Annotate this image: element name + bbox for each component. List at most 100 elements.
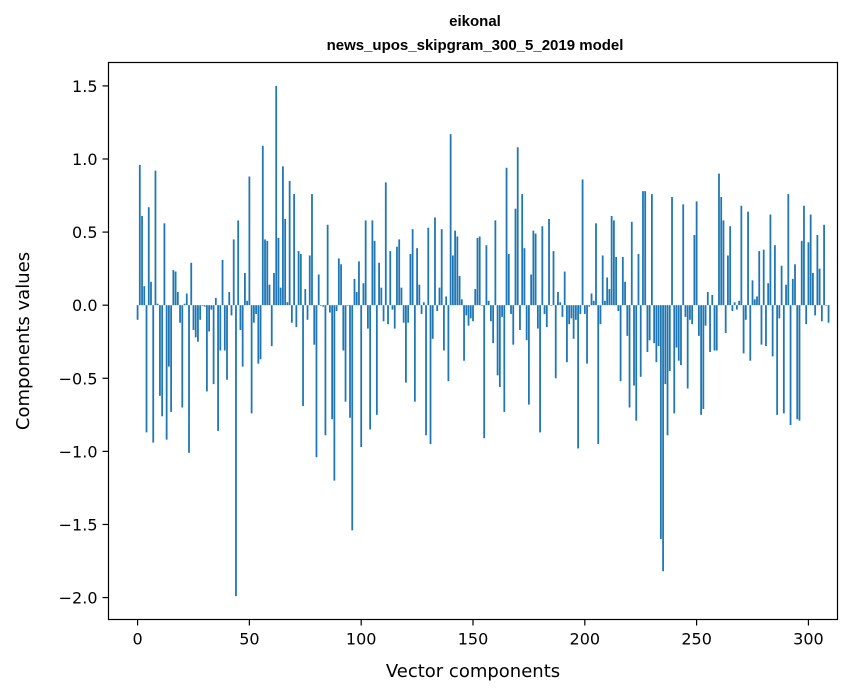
bar-73	[299, 254, 302, 306]
bar-221	[630, 221, 633, 306]
bar-178	[534, 233, 537, 306]
bar-200	[583, 305, 586, 314]
bar-144	[458, 275, 461, 306]
bar-2	[141, 216, 143, 306]
bar-116	[396, 246, 398, 306]
bar-271	[742, 305, 745, 354]
bar-150	[472, 305, 474, 322]
bar-30	[203, 305, 206, 307]
bar-20	[181, 305, 184, 408]
bar-58	[266, 240, 269, 306]
bar-295	[796, 305, 799, 420]
bar-187	[554, 305, 557, 379]
bar-142	[454, 230, 457, 306]
bar-10	[159, 305, 161, 396]
bar-145	[460, 299, 463, 306]
bar-252	[700, 305, 702, 415]
x-tick-label: 0	[132, 630, 142, 649]
bar-39	[223, 305, 226, 351]
bar-148	[467, 305, 470, 326]
bar-13	[165, 305, 168, 440]
bar-29	[201, 305, 204, 306]
bar-126	[418, 284, 421, 306]
bar-91	[340, 264, 342, 306]
bar-214	[615, 256, 618, 306]
bar-287	[778, 305, 781, 319]
bar-89	[335, 305, 338, 312]
bar-102	[364, 220, 367, 306]
bar-208	[601, 255, 604, 306]
bar-161	[496, 305, 499, 376]
bar-299	[805, 305, 808, 325]
bar-285	[773, 245, 776, 306]
bar-119	[402, 305, 405, 323]
bar-274	[749, 305, 752, 361]
bar-51	[250, 305, 253, 414]
bar-185	[550, 305, 553, 306]
bar-92	[342, 305, 345, 351]
bar-160	[494, 220, 497, 306]
bar-278	[758, 251, 761, 306]
bar-45	[237, 220, 240, 306]
bar-230	[651, 194, 653, 306]
bar-174	[525, 305, 528, 341]
bar-164	[503, 305, 506, 412]
bar-1	[138, 164, 141, 306]
bar-26	[194, 305, 197, 338]
bar-201	[586, 305, 588, 364]
bar-162	[498, 305, 501, 388]
bar-220	[628, 305, 631, 408]
bar-284	[771, 305, 774, 357]
bar-4	[145, 305, 148, 433]
bar-127	[420, 305, 423, 314]
bar-44	[235, 305, 237, 597]
bar-210	[606, 277, 609, 306]
bar-227	[644, 191, 647, 306]
bar-253	[702, 305, 705, 409]
bar-268	[735, 305, 738, 310]
bar-147	[465, 305, 468, 316]
bar-19	[179, 305, 181, 323]
bar-168	[512, 305, 515, 345]
bar-249	[693, 235, 696, 306]
bar-52	[252, 305, 255, 323]
bar-188	[557, 292, 559, 306]
bar-260	[718, 173, 720, 306]
bar-95	[349, 305, 351, 418]
bar-34	[212, 305, 215, 385]
bar-0	[136, 305, 139, 320]
y-tick-label: 1.0	[72, 150, 97, 169]
bar-262	[722, 220, 725, 306]
bar-288	[780, 265, 783, 306]
bar-223	[635, 305, 638, 421]
bar-5	[147, 207, 150, 306]
bar-273	[747, 211, 749, 306]
bar-248	[691, 305, 694, 325]
bar-60	[270, 305, 273, 347]
bar-100	[360, 305, 363, 447]
bar-172	[521, 194, 524, 306]
bar-153	[478, 236, 481, 306]
bar-81	[317, 274, 320, 306]
bar-121	[407, 305, 410, 323]
bar-212	[610, 216, 613, 306]
bar-246	[686, 305, 689, 389]
bar-11	[161, 305, 164, 417]
bar-306	[820, 305, 823, 322]
bar-279	[760, 305, 763, 345]
bar-298	[803, 205, 805, 306]
bar-179	[536, 305, 539, 329]
bar-28	[199, 305, 202, 320]
bar-292	[789, 305, 792, 426]
bar-136	[440, 229, 443, 306]
bar-86	[328, 305, 331, 313]
bar-67	[286, 302, 289, 306]
bar-103	[367, 305, 369, 329]
bar-151	[474, 289, 477, 306]
bar-234	[659, 305, 662, 540]
bar-106	[373, 240, 376, 306]
bar-35	[214, 297, 217, 306]
bar-282	[767, 283, 770, 306]
bar-233	[657, 305, 660, 347]
bar-88	[333, 305, 336, 481]
